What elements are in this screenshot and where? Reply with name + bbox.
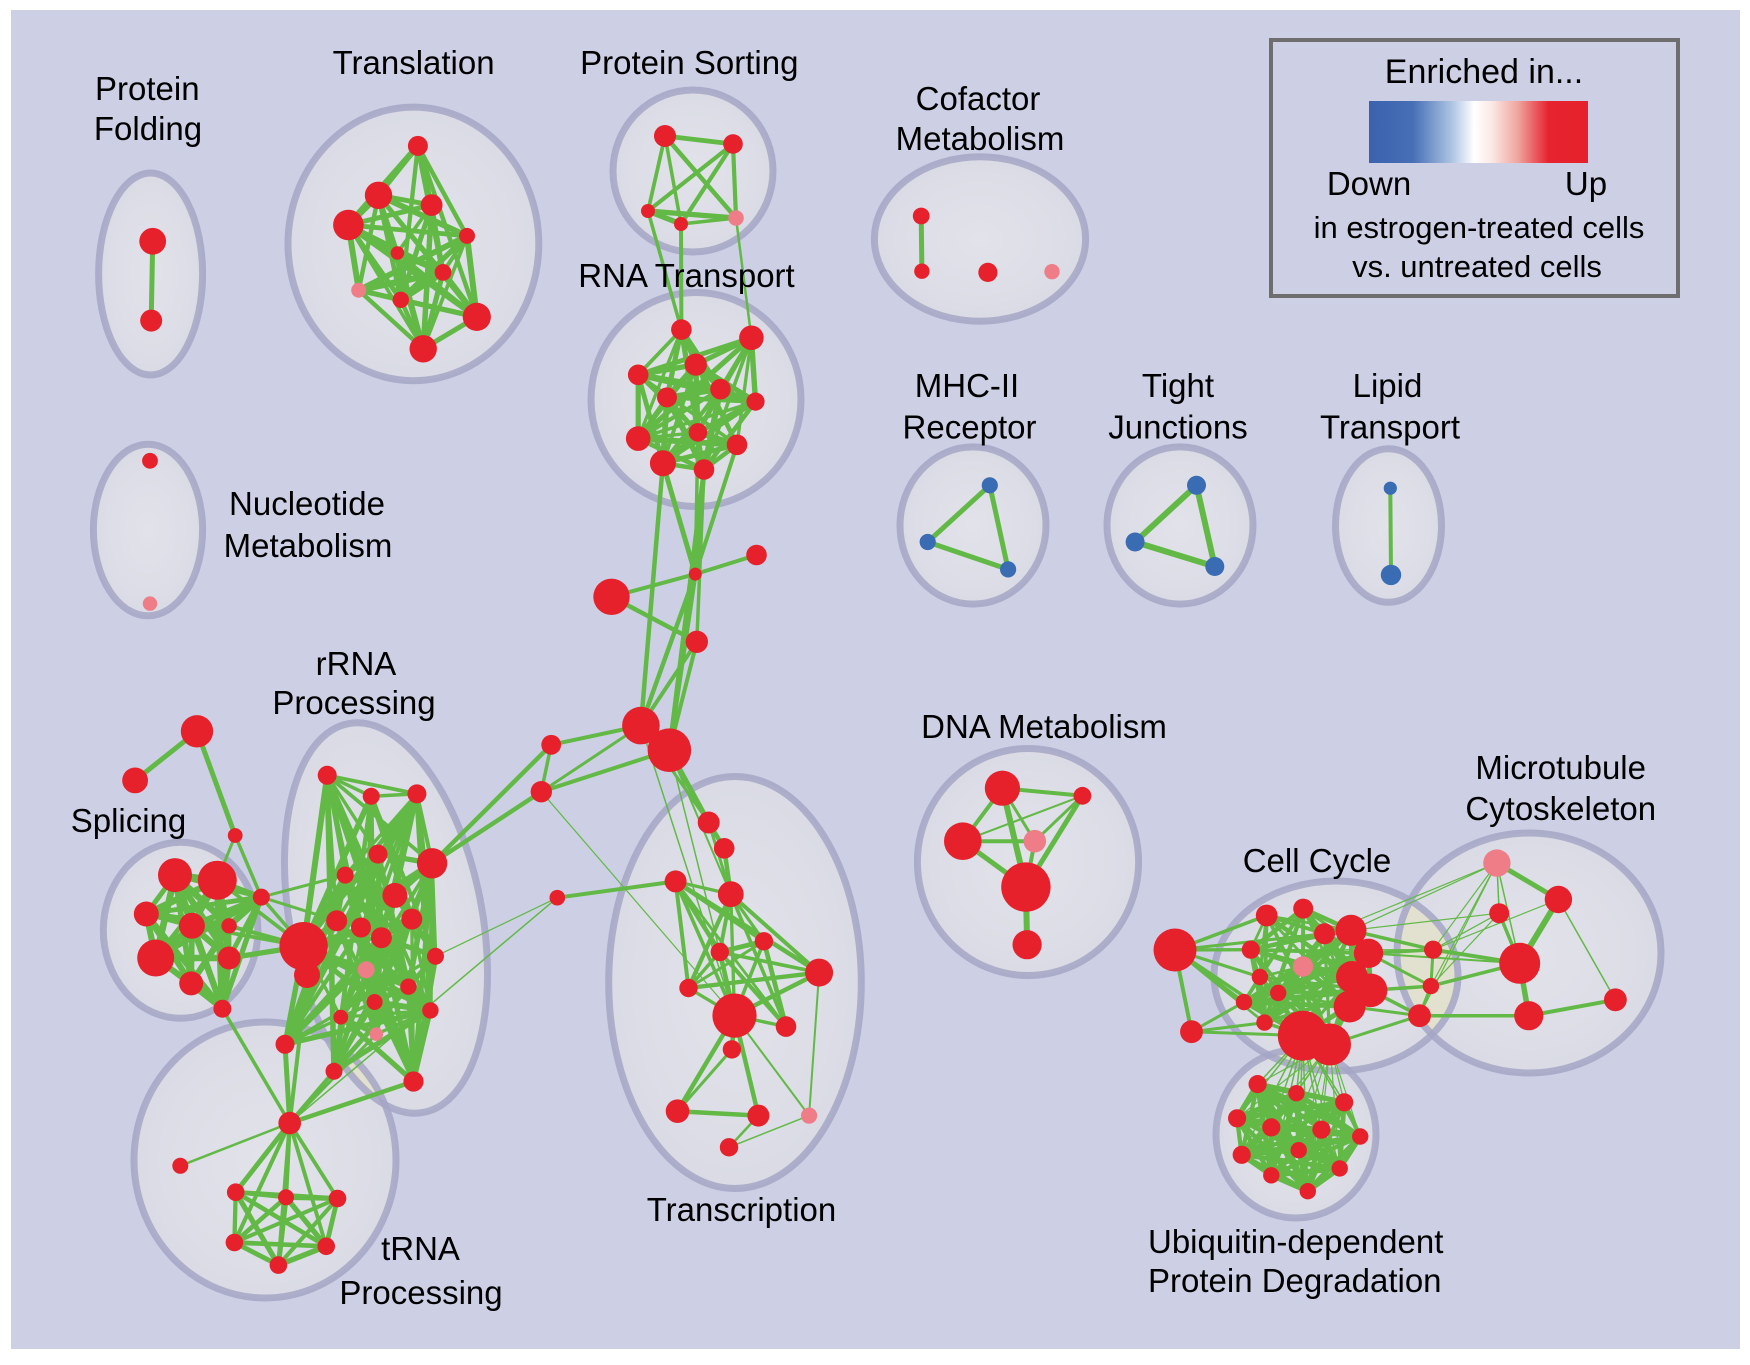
svg-text:Tight: Tight	[1142, 367, 1214, 404]
svg-text:Processing: Processing	[339, 1274, 502, 1311]
svg-text:Lipid: Lipid	[1353, 367, 1423, 404]
svg-text:Splicing: Splicing	[71, 802, 187, 839]
svg-text:Receptor: Receptor	[903, 409, 1037, 446]
svg-text:Metabolism: Metabolism	[224, 527, 393, 564]
svg-text:DNA Metabolism: DNA Metabolism	[921, 708, 1167, 745]
svg-text:RNA Transport: RNA Transport	[578, 257, 794, 294]
svg-text:Cell Cycle: Cell Cycle	[1243, 842, 1392, 879]
svg-text:Transcription: Transcription	[647, 1191, 837, 1228]
svg-text:Up: Up	[1565, 165, 1607, 202]
svg-text:Microtubule: Microtubule	[1475, 749, 1646, 786]
svg-text:MHC-II: MHC-II	[915, 367, 1019, 404]
svg-text:in estrogen-treated cells: in estrogen-treated cells	[1314, 210, 1645, 245]
svg-text:Nucleotide: Nucleotide	[229, 485, 385, 522]
svg-text:rRNA: rRNA	[316, 645, 397, 682]
svg-text:vs. untreated cells: vs. untreated cells	[1352, 249, 1602, 284]
svg-text:Protein: Protein	[95, 70, 200, 107]
svg-text:Folding: Folding	[94, 110, 202, 147]
svg-text:Translation: Translation	[333, 44, 495, 81]
svg-text:Down: Down	[1327, 165, 1411, 202]
svg-text:Ubiquitin-dependent: Ubiquitin-dependent	[1148, 1223, 1443, 1260]
svg-text:Enriched in...: Enriched in...	[1385, 53, 1583, 91]
svg-text:Transport: Transport	[1320, 409, 1460, 446]
svg-text:Cofactor: Cofactor	[916, 80, 1041, 117]
svg-text:Junctions: Junctions	[1108, 409, 1247, 446]
svg-text:Metabolism: Metabolism	[896, 120, 1065, 157]
svg-text:Cytoskeleton: Cytoskeleton	[1465, 790, 1656, 827]
svg-text:Protein Degradation: Protein Degradation	[1148, 1262, 1442, 1299]
svg-text:Protein Sorting: Protein Sorting	[580, 44, 798, 81]
svg-text:Processing: Processing	[272, 684, 435, 721]
svg-text:tRNA: tRNA	[381, 1230, 460, 1267]
